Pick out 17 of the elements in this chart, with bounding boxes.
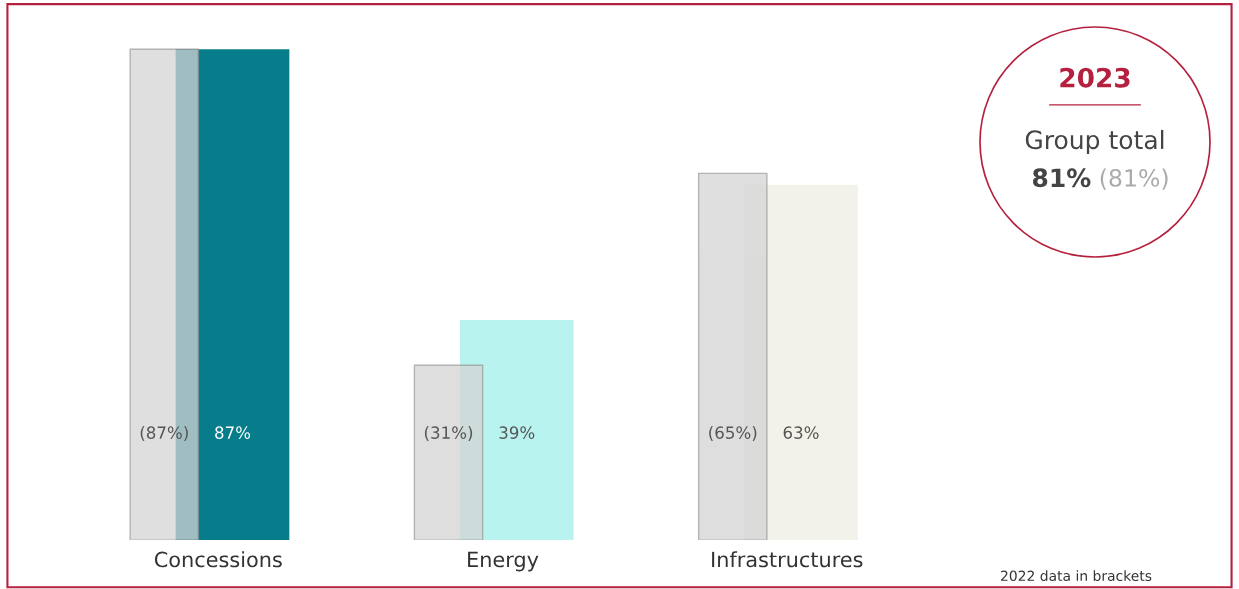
data-label: (87%) [140,426,188,441]
bar [697,172,768,541]
text: 2022 data in brackets [1001,570,1152,582]
text: (81%) [1100,168,1168,190]
data-label: 63% [783,426,819,439]
data-label: (31%) [424,426,473,441]
text: 2023 [1060,67,1130,88]
text: 81% [1032,168,1091,188]
data-label: 39% [499,426,535,439]
x-tick-label: Energy [468,551,539,572]
data-label: 87% [215,426,251,439]
bar [129,48,200,541]
data-label: (65%) [709,426,757,441]
text: Group total [1025,129,1164,155]
x-tick-label: Infrastructures [712,551,863,568]
bar [413,364,484,541]
x-tick-label: Concessions [154,551,282,568]
